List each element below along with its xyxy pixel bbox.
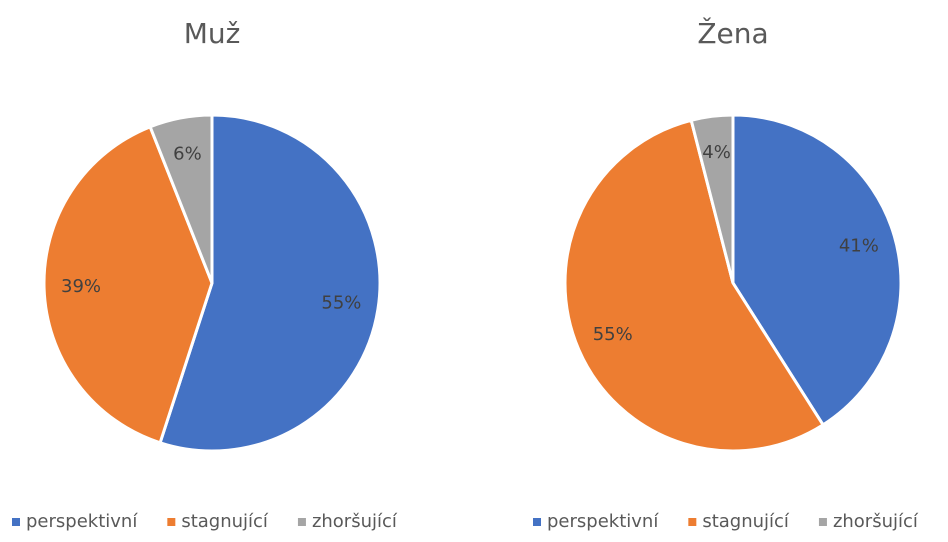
chart-title: Žena: [697, 16, 768, 50]
legend-swatch: [533, 518, 541, 526]
legend-swatch: [167, 518, 176, 526]
legend-swatch: [688, 518, 697, 526]
legend-label: zhoršující: [833, 511, 919, 532]
pie-slice: [689, 113, 735, 284]
legend-label: perspektivní: [26, 511, 138, 532]
data-label: 4%: [702, 142, 731, 163]
pie-slice: [158, 113, 382, 453]
data-label: 55%: [593, 324, 633, 345]
data-label: 39%: [61, 276, 101, 297]
data-label: 41%: [839, 235, 879, 256]
legend-label: stagnující: [702, 511, 790, 532]
data-label: 55%: [321, 292, 361, 313]
pie-slice: [42, 124, 214, 445]
legend-swatch: [818, 518, 827, 526]
pie-slice: [563, 118, 826, 453]
data-label: 6%: [173, 143, 202, 164]
legend-label: stagnující: [181, 511, 269, 532]
legend-label: zhoršující: [312, 511, 398, 532]
chart-title: Muž: [184, 17, 241, 50]
pie-slice: [148, 113, 214, 284]
legend-swatch: [297, 518, 306, 526]
legend-label: perspektivní: [547, 511, 659, 532]
legend-swatch: [12, 518, 20, 526]
